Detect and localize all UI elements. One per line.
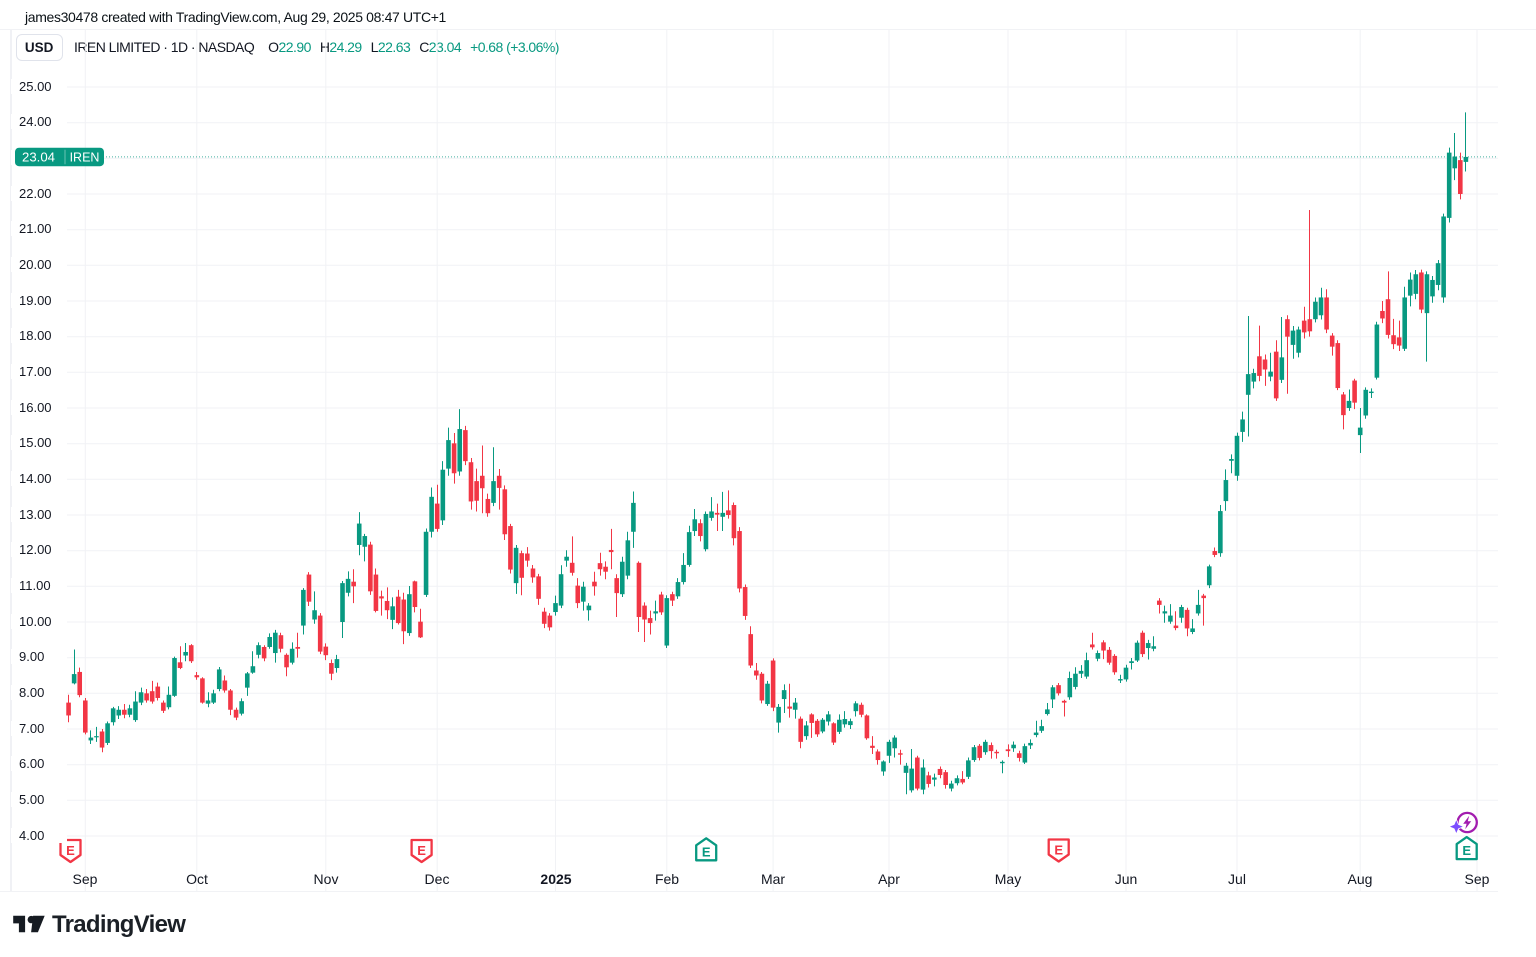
svg-text:E: E [1462, 843, 1471, 858]
svg-text:E: E [417, 843, 426, 858]
svg-text:E: E [1054, 843, 1063, 858]
svg-text:23.04: 23.04 [22, 149, 55, 164]
svg-text:E: E [702, 844, 711, 859]
svg-text:E: E [66, 843, 75, 858]
svg-text:IREN: IREN [70, 150, 100, 164]
